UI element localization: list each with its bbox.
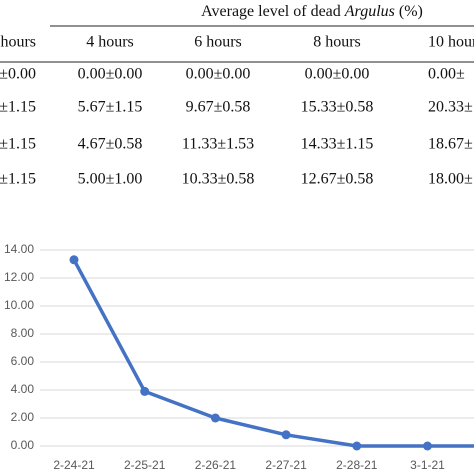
y-tick-label: 12.00 <box>4 270 34 284</box>
cell: 9.67±0.58 <box>186 99 251 116</box>
cell: 0.00±0.00 <box>305 66 370 83</box>
y-tick-label: 4.00 <box>11 382 35 396</box>
cell: ±1.15 <box>0 99 36 116</box>
cell: 12.67±0.58 <box>301 171 374 188</box>
cell: 11.33±1.53 <box>182 136 254 153</box>
caption-text: (%) <box>395 3 423 20</box>
y-tick-label: 10.00 <box>4 298 34 312</box>
y-tick-label: 14.00 <box>4 242 34 256</box>
x-tick-label: 2-24-21 <box>53 458 95 472</box>
y-tick-label: 0.00 <box>11 438 35 452</box>
column-header: 8 hours <box>313 34 361 51</box>
x-tick-label: 2-26-21 <box>195 458 237 472</box>
caption-text: Average level of dead <box>201 3 345 20</box>
y-tick-label: 2.00 <box>11 410 35 424</box>
column-header: 6 hours <box>194 34 242 51</box>
marker <box>69 255 79 265</box>
column-header: 10 hours <box>428 34 474 51</box>
x-tick-label: 2-27-21 <box>265 458 307 472</box>
cell: 0.00±0.00 <box>78 66 143 83</box>
marker <box>140 386 150 396</box>
cell: 18.67± <box>428 136 473 153</box>
y-tick-label: 6.00 <box>11 354 35 368</box>
cell: 0±0.00 <box>0 66 36 83</box>
cell: 18.00± <box>428 171 473 188</box>
marker <box>423 441 432 451</box>
x-tick-label: 3-1-21 <box>410 458 445 472</box>
cell: 10.33±0.58 <box>182 171 255 188</box>
x-tick-label: 2-28-21 <box>336 458 378 472</box>
column-header: 4 hours <box>86 34 134 51</box>
marker <box>281 430 291 440</box>
y-tick-label: 8.00 <box>11 326 35 340</box>
cell: 5.00±1.00 <box>78 171 143 188</box>
cell: 0.00± <box>428 66 465 83</box>
cell: 4.67±0.58 <box>78 136 143 153</box>
column-header: 2 hours <box>0 34 36 51</box>
table-caption: Average level of dead Argulus (%) <box>201 3 423 20</box>
cell: ±1.15 <box>0 171 36 188</box>
cell: 15.33±0.58 <box>301 99 374 116</box>
x-tick-label: 2-25-21 <box>124 458 166 472</box>
cell: 14.33±1.15 <box>301 136 374 153</box>
marker <box>352 441 362 451</box>
cell: 5.67±1.15 <box>78 99 143 116</box>
cell: 0.00±0.00 <box>186 66 251 83</box>
marker <box>210 413 220 423</box>
caption-italic: Argulus <box>344 3 395 20</box>
cell: 20.33± <box>428 99 473 116</box>
cell: ±1.15 <box>0 136 36 153</box>
